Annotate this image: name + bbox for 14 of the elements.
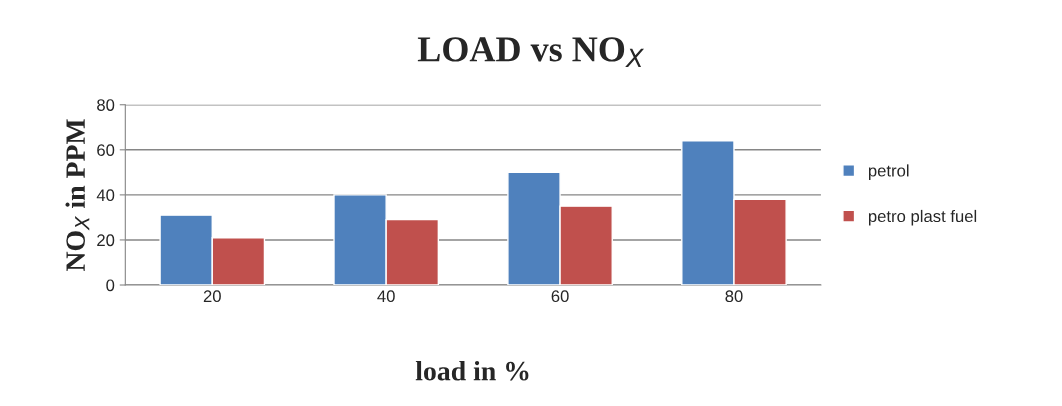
x-axis-title: load in % [415,360,529,381]
y-tick-label: 0 [106,279,115,292]
y-tick-label: 40 [96,189,115,202]
x-tick-label: 80 [725,290,743,303]
legend-label: petro plast fuel [868,209,977,226]
legend-label: petrol [868,164,909,180]
y-axis-title: NO$_{X}$ in PPM [65,119,90,272]
y-tick-label: 20 [97,234,115,247]
x-tick-label: 40 [377,290,395,303]
y-tick-label: 80 [97,99,115,111]
x-tick-label: 20 [203,290,221,303]
y-tick-label: 60 [97,144,115,157]
x-tick-label: 60 [551,290,569,303]
chart-title: LOAD vs NO$_{X}$ [417,37,645,68]
